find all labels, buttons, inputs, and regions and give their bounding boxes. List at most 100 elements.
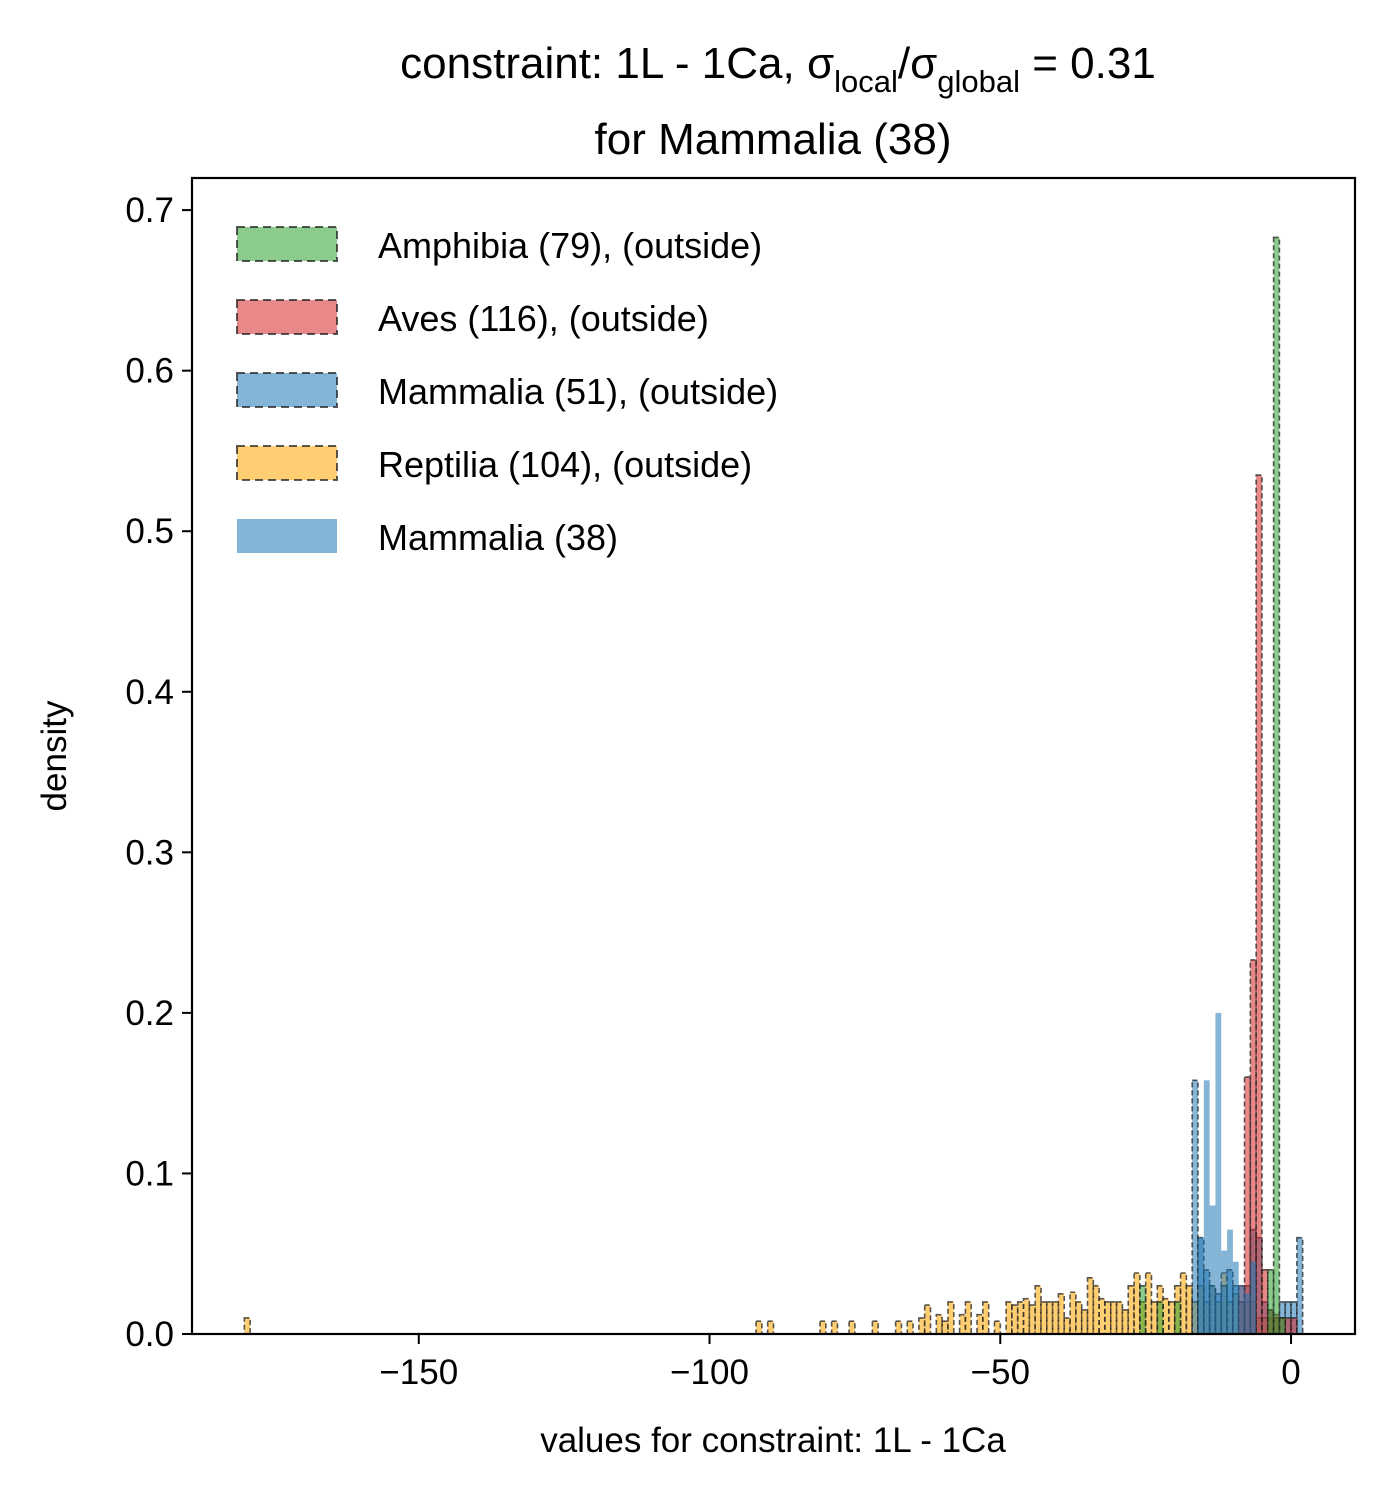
title-sub-global: global — [937, 64, 1020, 99]
x-ticks: −150 −100 −50 0 — [379, 1334, 1301, 1392]
bar-series-0-bin-39 — [1121, 1309, 1130, 1335]
bar-series-0-bin-49 — [1179, 1272, 1188, 1335]
x-tick-label-2: −50 — [971, 1353, 1030, 1392]
bar-series-1-bin-18 — [1296, 1236, 1304, 1335]
bar-series-0-bin-38 — [1115, 1301, 1124, 1335]
bar-series-0-bin-3 — [819, 1320, 827, 1335]
bar-series-1-bin-0 — [1191, 1079, 1199, 1335]
bar-series-0-bin-26 — [1046, 1301, 1054, 1335]
bar-series-4-bin-7 — [1238, 1285, 1245, 1334]
bar-series-0-bin-18 — [993, 1320, 1002, 1335]
bar-series-0-bin-2 — [766, 1320, 775, 1335]
title-prefix: constraint: 1L - 1Ca, σ — [400, 39, 834, 88]
bar-series-0-bin-6 — [871, 1320, 879, 1335]
bar-series-4-bin-6 — [1232, 1261, 1239, 1334]
bar-series-4-bin-0 — [1197, 1237, 1204, 1334]
bar-series-0-bin-36 — [1104, 1301, 1112, 1335]
bar-series-0-bin-12 — [941, 1320, 949, 1335]
y-tick-label-7: 0.7 — [125, 191, 174, 230]
bar-series-0-bin-20 — [1011, 1304, 1019, 1335]
bar-series-0-bin-37 — [1109, 1301, 1118, 1335]
x-tick-label-0: −150 — [379, 1353, 458, 1392]
bar-series-0-bin-23 — [1028, 1304, 1036, 1335]
y-tick-label-0: 0.0 — [125, 1315, 174, 1354]
bar-series-0-bin-44 — [1150, 1301, 1159, 1335]
bar-series-0-bin-25 — [1040, 1301, 1048, 1335]
bar-series-0-bin-22 — [1022, 1297, 1031, 1335]
bar-series-2-bin-8 — [1284, 1317, 1292, 1335]
bar-series-0-bin-10 — [923, 1304, 932, 1335]
bar-series-0-bin-30 — [1069, 1291, 1077, 1335]
bar-series-0-bin-28 — [1057, 1293, 1066, 1335]
bar-series-4-bin-1 — [1203, 1080, 1210, 1334]
legend-swatch-1 — [236, 299, 338, 335]
y-ticks: 0.0 0.1 0.2 0.3 0.4 0.5 0.6 0.7 — [125, 191, 192, 1354]
y-axis-label: density — [35, 700, 74, 811]
bar-series-0-bin-33 — [1086, 1277, 1095, 1335]
bar-series-0-bin-19 — [1005, 1301, 1013, 1335]
legend-swatch-0 — [236, 226, 338, 262]
bar-series-0-bin-9 — [918, 1317, 926, 1335]
bar-series-0-bin-40 — [1127, 1285, 1135, 1335]
y-tick-label-3: 0.3 — [125, 833, 174, 872]
plot-frame — [190, 176, 1357, 1336]
bar-series-0-bin-17 — [982, 1301, 990, 1335]
bar-series-0-bin-46 — [1162, 1297, 1170, 1335]
bar-series-0-bin-7 — [894, 1320, 903, 1335]
legend-label-2: Mammalia (51), (outside) — [378, 371, 778, 412]
bar-series-0-bin-47 — [1168, 1301, 1176, 1335]
bar-series-3-bin-3 — [1266, 1268, 1275, 1335]
x-tick-label-1: −100 — [670, 1353, 749, 1392]
chart-title-line2: for Mammalia (38) — [595, 115, 952, 164]
y-tick-label-6: 0.6 — [125, 352, 174, 391]
bar-series-0-bin-27 — [1051, 1301, 1060, 1335]
bar-series-2-bin-9 — [1290, 1317, 1298, 1335]
bar-series-0-bin-14 — [958, 1313, 967, 1335]
legend-swatch-2 — [236, 372, 338, 408]
bar-series-0-bin-32 — [1080, 1309, 1089, 1335]
bar-series-0-bin-4 — [830, 1320, 839, 1335]
x-tick-label-3: 0 — [1281, 1353, 1300, 1392]
legend-label-3: Reptilia (104), (outside) — [378, 444, 752, 485]
y-tick-label-2: 0.2 — [125, 994, 174, 1033]
legend-label-0: Amphibia (79), (outside) — [378, 225, 762, 266]
bar-series-0-bin-21 — [1016, 1301, 1025, 1335]
bar-series-3-bin-0 — [1139, 1285, 1147, 1335]
legend-swatch-3 — [236, 445, 338, 481]
bar-series-4-bin-2 — [1209, 1205, 1216, 1334]
x-axis-label: values for constraint: 1L - 1Ca — [540, 1421, 1006, 1460]
bar-series-0-bin-34 — [1092, 1285, 1100, 1335]
bar-series-2-bin-4 — [1261, 1268, 1269, 1335]
y-tick-label-5: 0.5 — [125, 512, 174, 551]
bar-series-3-bin-5 — [1278, 1317, 1287, 1335]
bar-series-3-bin-2 — [1173, 1301, 1182, 1335]
bar-series-0-bin-13 — [947, 1301, 955, 1335]
legend-label-1: Aves (116), (outside) — [378, 298, 709, 339]
bar-series-2-bin-3 — [1255, 474, 1263, 1335]
bar-series-0-bin-50 — [1185, 1285, 1193, 1335]
legend: Amphibia (79), (outside) Aves (116), (out… — [236, 225, 778, 558]
bar-series-4-bin-3 — [1215, 1012, 1222, 1334]
bar-series-0-bin-0 — [243, 1317, 251, 1335]
bar-series-0-bin-43 — [1144, 1272, 1153, 1335]
chart-title-line1: constraint: 1L - 1Ca, σlocal/σglobal = 0… — [400, 39, 1156, 99]
title-slash: /σ — [898, 39, 937, 88]
bar-series-0-bin-11 — [935, 1313, 943, 1335]
y-tick-label-4: 0.4 — [125, 673, 174, 712]
bar-series-4-bin-4 — [1221, 1250, 1228, 1334]
bar-series-0-bin-41 — [1133, 1272, 1141, 1335]
bar-series-0-bin-35 — [1098, 1297, 1106, 1335]
bar-series-0-bin-5 — [848, 1320, 856, 1335]
legend-swatch-4 — [237, 519, 337, 553]
bar-series-0-bin-1 — [755, 1320, 763, 1335]
bar-series-4-bin-8 — [1244, 1293, 1251, 1334]
y-tick-label-1: 0.1 — [125, 1154, 174, 1193]
title-suffix: = 0.31 — [1020, 39, 1156, 88]
bar-series-0-bin-15 — [964, 1301, 973, 1335]
bar-series-0-bin-16 — [976, 1313, 984, 1335]
bar-series-0-bin-31 — [1075, 1301, 1083, 1335]
bar-series-4-bin-9 — [1250, 1261, 1257, 1334]
title-sub-local: local — [834, 64, 898, 99]
bar-series-3-bin-4 — [1272, 236, 1281, 1335]
